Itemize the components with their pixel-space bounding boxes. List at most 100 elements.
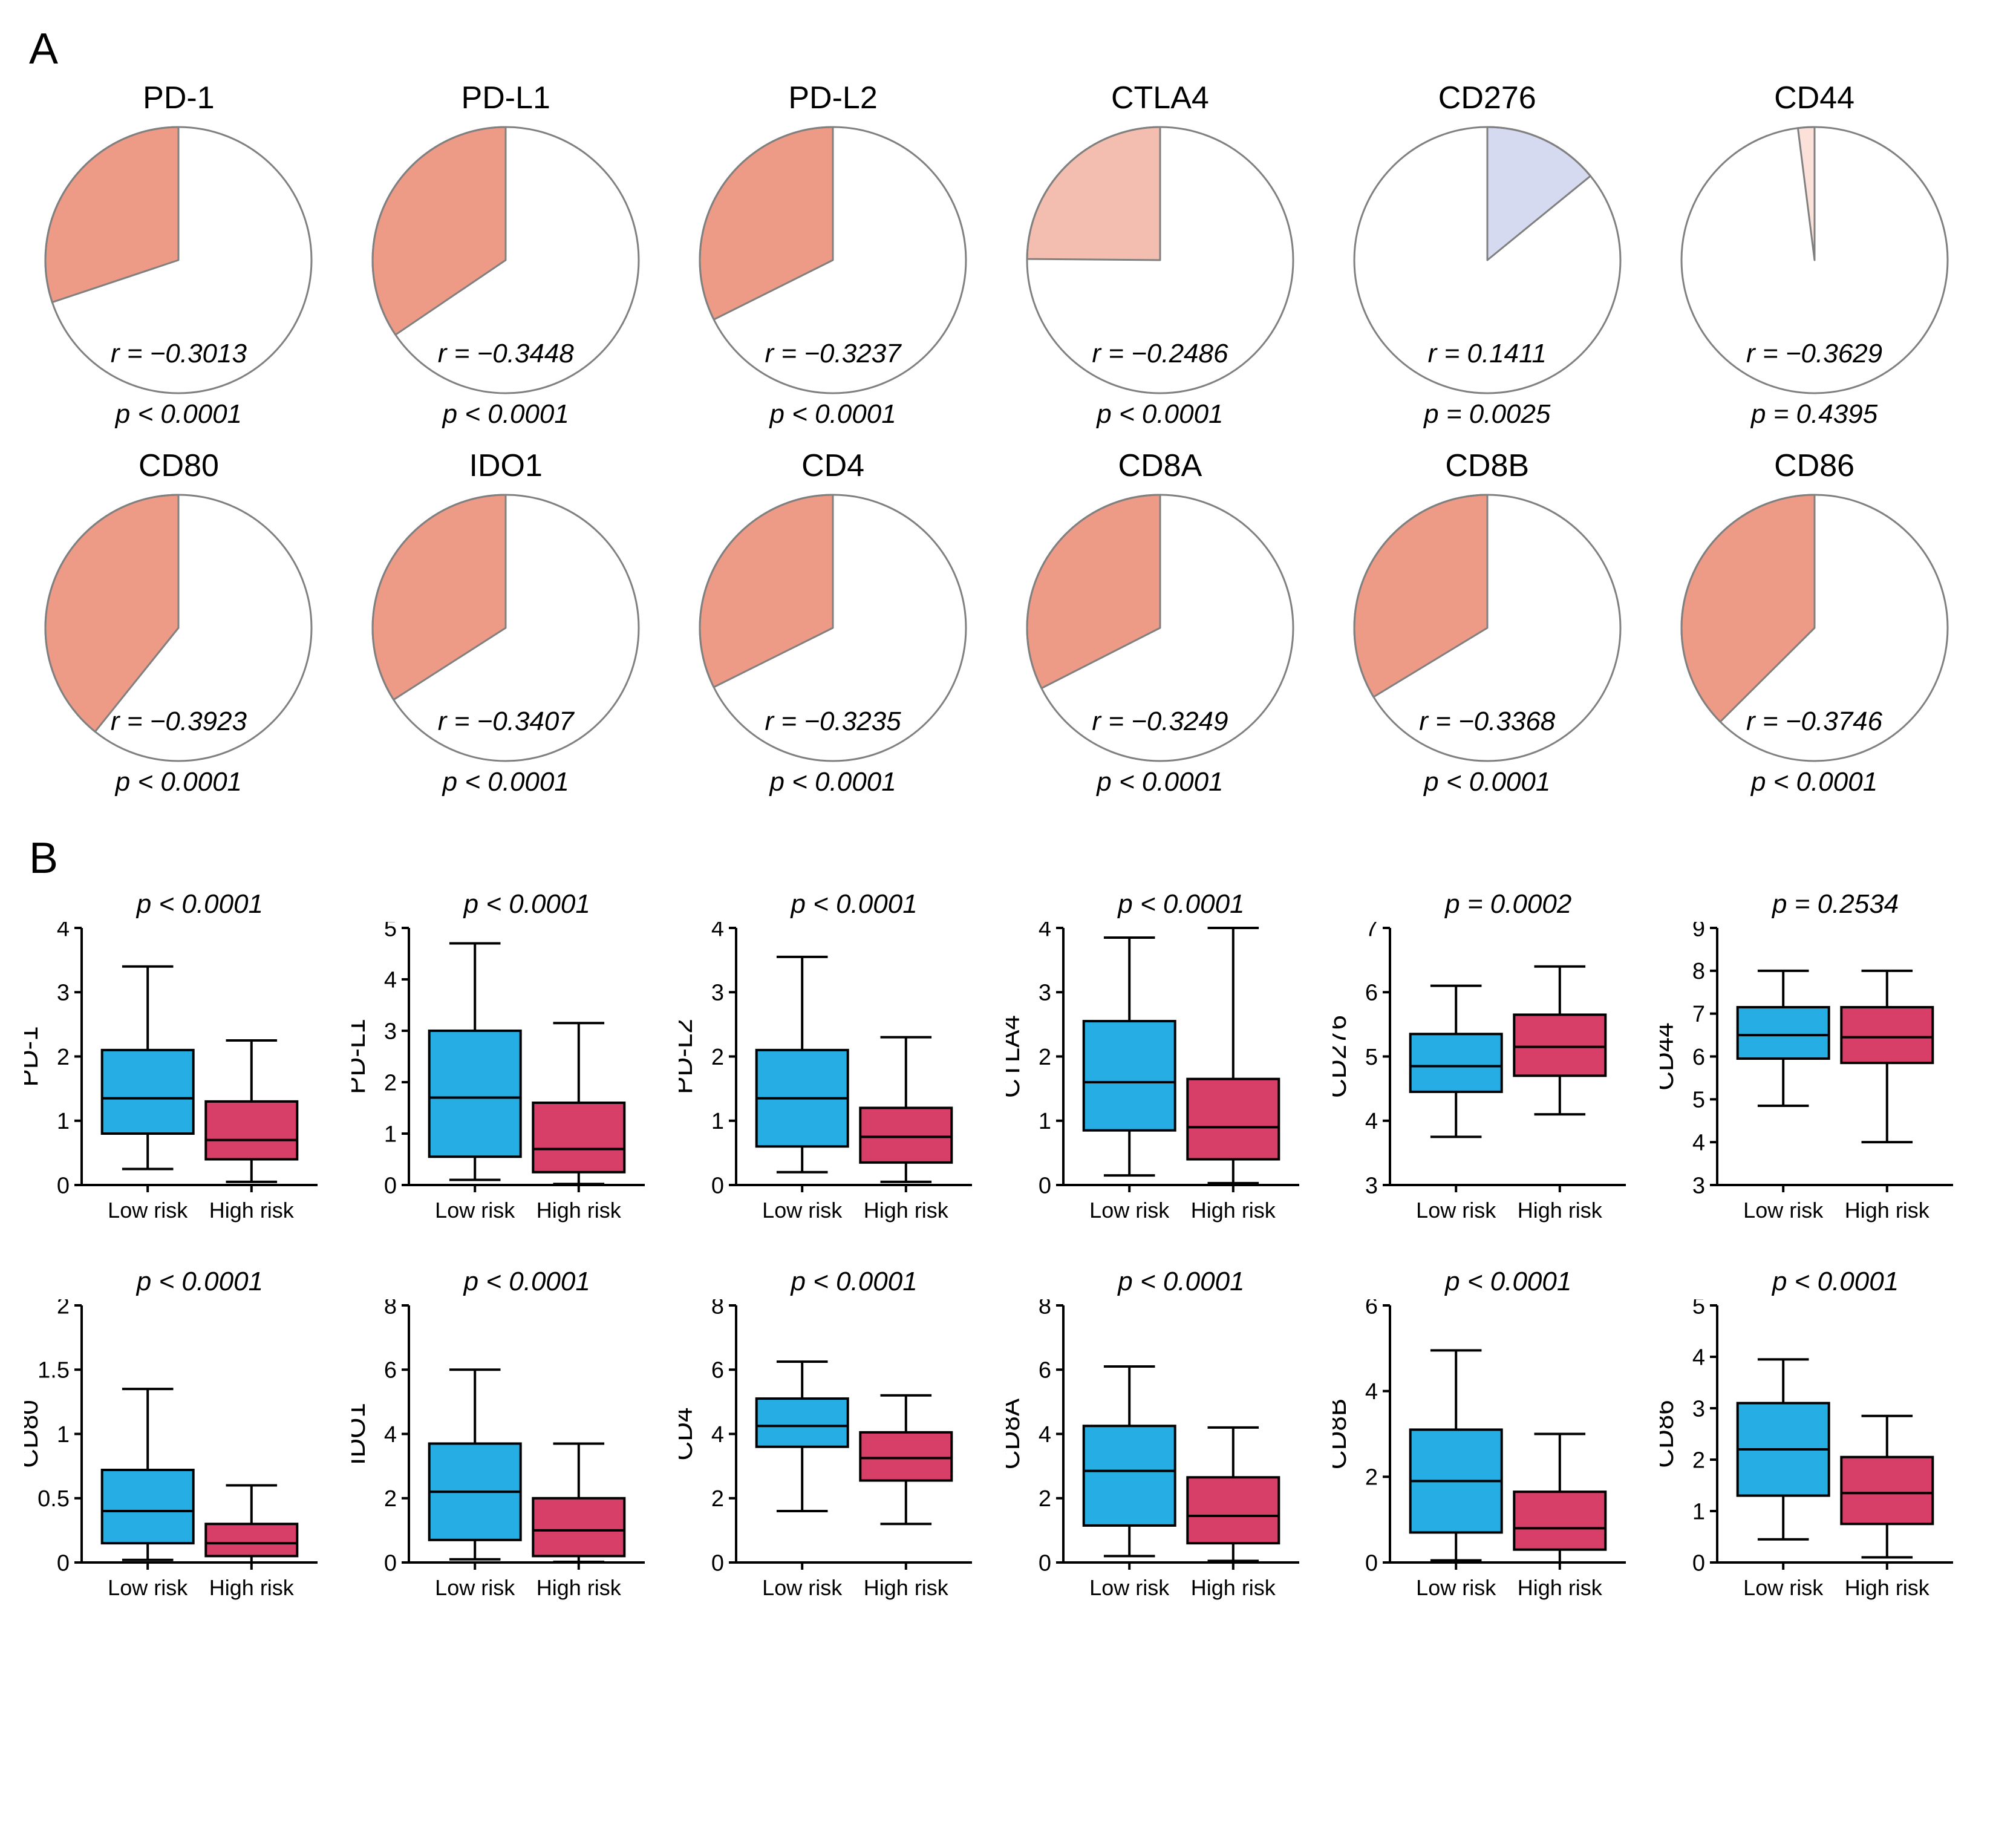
svg-text:Low risk: Low risk [108,1575,188,1600]
pie-r-text: r = −0.3923 [111,707,247,737]
boxplot-p-text: p < 0.0001 [1048,1267,1315,1297]
svg-text:CD276: CD276 [1332,1015,1352,1098]
pie-title: CTLA4 [1111,80,1209,116]
pie-p-text: p < 0.0001 [116,767,242,797]
svg-text:CD86: CD86 [1660,1400,1679,1468]
svg-text:7: 7 [1692,1002,1705,1027]
svg-text:4: 4 [57,922,70,941]
svg-text:CD44: CD44 [1660,1022,1679,1091]
svg-text:5: 5 [1365,1045,1378,1070]
svg-text:Low risk: Low risk [1089,1198,1170,1223]
pie-title: CD86 [1774,448,1854,484]
boxplot-cell: p = 0.25343456789CD44Low riskHigh risk [1660,889,1969,1236]
boxplot-p-text: p < 0.0001 [67,1267,333,1297]
svg-text:PD-L2: PD-L2 [679,1019,698,1094]
svg-text:4: 4 [384,967,397,993]
boxplot-p-text: p = 0.0002 [1375,889,1642,919]
pie-p-text: p < 0.0001 [1751,767,1877,797]
svg-text:2: 2 [384,1070,397,1095]
svg-text:1: 1 [57,1109,70,1134]
svg-text:3: 3 [1365,1173,1378,1198]
svg-text:4: 4 [1692,1130,1705,1155]
svg-text:High risk: High risk [863,1575,948,1600]
svg-text:2: 2 [57,1045,70,1070]
svg-text:0: 0 [1365,1550,1378,1576]
pie-r-text: r = −0.3368 [1419,707,1555,737]
pie-title: PD-L1 [462,80,550,116]
svg-text:2: 2 [711,1045,724,1070]
svg-text:5: 5 [1692,1299,1705,1319]
pie-grid: PD-1 r = −0.3013 p < 0.0001 PD-L1r = −0.344… [24,80,1969,797]
boxplot-p-text: p < 0.0001 [721,889,988,919]
boxplot-cell: p < 0.0001012345PD-L1Low riskHigh risk [351,889,661,1236]
svg-text:0: 0 [1692,1550,1705,1576]
svg-text:6: 6 [1365,1299,1378,1319]
svg-text:High risk: High risk [1845,1198,1930,1223]
svg-text:0: 0 [384,1550,397,1576]
svg-text:PD-1: PD-1 [24,1026,44,1086]
svg-text:0: 0 [384,1173,397,1198]
svg-text:0: 0 [1038,1173,1051,1198]
pie-cell: CD276r = 0.1411p = 0.0025 [1332,80,1642,429]
svg-text:1: 1 [57,1422,70,1448]
svg-text:8: 8 [384,1299,397,1319]
svg-text:3: 3 [711,981,724,1006]
svg-text:4: 4 [1365,1109,1378,1134]
panel-a-label: A [29,24,1969,74]
svg-text:PD-L1: PD-L1 [351,1019,371,1094]
boxplot: 0246CD8BLow riskHigh risk [1332,1299,1635,1614]
panel-b-label: B [29,834,1969,883]
boxplot-cell: p < 0.000101234PD-L2Low riskHigh risk [679,889,988,1236]
svg-text:Low risk: Low risk [1417,1575,1497,1600]
svg-text:3: 3 [1038,981,1051,1006]
pie-title: IDO1 [469,448,543,484]
svg-text:4: 4 [711,1422,724,1448]
svg-text:6: 6 [384,1358,397,1383]
svg-text:Low risk: Low risk [435,1198,515,1223]
svg-text:2: 2 [384,1486,397,1512]
svg-text:Low risk: Low risk [1743,1575,1824,1600]
svg-text:0.5: 0.5 [38,1486,70,1512]
boxplot-p-text: p < 0.0001 [721,1267,988,1297]
pie-r-text: r = −0.3629 [1746,339,1882,369]
svg-text:Low risk: Low risk [1417,1198,1497,1223]
svg-text:Low risk: Low risk [762,1198,843,1223]
pie-r-text: r = −0.3746 [1746,707,1882,737]
boxplot: 3456789CD44Low riskHigh risk [1660,922,1962,1236]
svg-text:High risk: High risk [537,1575,622,1600]
boxplot-cell: p < 0.00010246CD8BLow riskHigh risk [1332,1267,1642,1614]
svg-text:1: 1 [711,1109,724,1134]
pie-r-text: r = −0.3407 [438,707,574,737]
boxplot: 00.511.52CD80Low riskHigh risk [24,1299,327,1614]
svg-text:CD4: CD4 [679,1407,698,1460]
pie-r-text: r = −0.3235 [765,707,901,737]
svg-text:3: 3 [1692,1173,1705,1198]
svg-text:2: 2 [711,1486,724,1512]
pie-r-text: r = −0.3013 [111,339,247,369]
svg-text:1.5: 1.5 [38,1358,70,1383]
svg-text:1: 1 [1038,1109,1051,1134]
pie-cell: PD-L1r = −0.3448p < 0.0001 [351,80,661,429]
svg-text:Low risk: Low risk [762,1575,843,1600]
boxplot-p-text: p < 0.0001 [394,889,661,919]
svg-text:4: 4 [384,1422,397,1448]
pie-title: PD-1 [143,80,214,116]
pie-r-text: r = −0.3237 [765,339,901,369]
boxplot-p-text: p < 0.0001 [1702,1267,1969,1297]
pie-p-text: p < 0.0001 [769,399,896,429]
boxplot-cell: p < 0.000102468CD8ALow riskHigh risk [1006,1267,1315,1614]
svg-text:3: 3 [1692,1396,1705,1422]
boxplot-cell: p < 0.0001012345CD86Low riskHigh risk [1660,1267,1969,1614]
pie-title: CD276 [1438,80,1536,116]
boxplot-p-text: p < 0.0001 [1048,889,1315,919]
svg-text:2: 2 [1365,1465,1378,1490]
boxplot-p-text: p < 0.0001 [1375,1267,1642,1297]
svg-text:Low risk: Low risk [435,1575,515,1600]
pie-title: CD8A [1118,448,1202,484]
boxplot: 01234PD-L2Low riskHigh risk [679,922,981,1236]
pie-p-text: p = 0.0025 [1424,399,1550,429]
svg-text:High risk: High risk [1518,1198,1603,1223]
pie-r-text: r = −0.2486 [1092,339,1228,369]
svg-text:2: 2 [1692,1448,1705,1473]
pie-p-text: p < 0.0001 [1097,399,1223,429]
